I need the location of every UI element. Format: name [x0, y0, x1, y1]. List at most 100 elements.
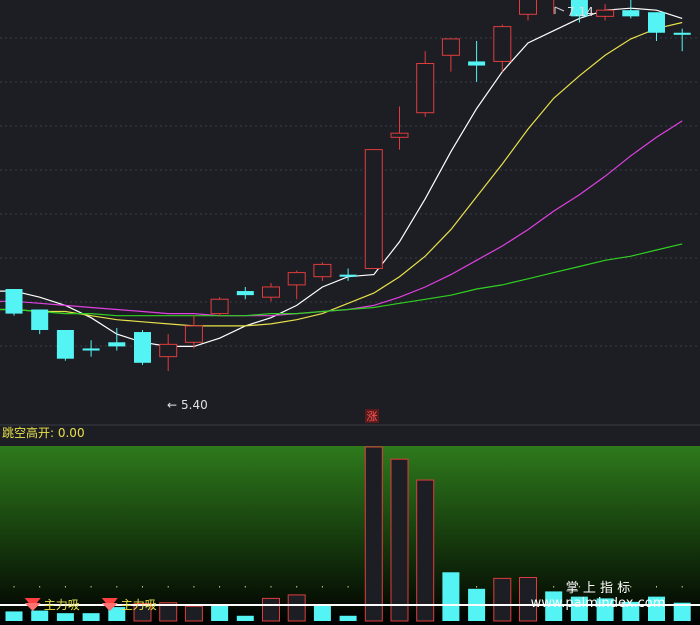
baseline-dot [681, 586, 683, 588]
candle-body-down [82, 348, 100, 351]
candle-body-up [210, 298, 229, 315]
baseline-dot [578, 586, 580, 588]
candle-body-down [31, 309, 49, 330]
candle-body-down [134, 332, 151, 363]
candle [159, 334, 178, 371]
baseline-dot [64, 586, 66, 588]
candle-body-down [622, 10, 640, 17]
candle [596, 4, 615, 21]
volume-bar-up [416, 479, 435, 622]
volume-bar-down [108, 607, 126, 621]
candle [210, 297, 229, 316]
volume-bar-down [442, 572, 460, 621]
candle-body-up [416, 63, 435, 114]
baseline-dot [167, 586, 169, 588]
candle [56, 330, 74, 361]
candle [673, 28, 691, 52]
high-price-label: 7.14 [567, 5, 594, 19]
volume-bar-up [159, 602, 178, 622]
limit-up-marker: 涨 [365, 409, 379, 423]
candlesticks [5, 0, 691, 371]
candle-body-up [159, 343, 178, 358]
ma-line-4 [0, 243, 683, 317]
volume-bar-down [313, 605, 331, 621]
watermark-url: www.palmindex.com [531, 596, 666, 611]
candle [468, 40, 486, 82]
volume-bar-down [236, 615, 254, 621]
baseline-dot [553, 586, 555, 588]
indicator-label: 跳空高开: 0.00 [2, 425, 85, 440]
candle-body-up [493, 26, 512, 62]
candle [5, 289, 23, 316]
gem-icon [24, 598, 41, 603]
low-arrow: ← [167, 398, 177, 412]
gem-icon-lower [24, 603, 41, 611]
candle-body-down [236, 291, 254, 296]
volume-panel-background [0, 446, 700, 625]
baseline-dot [296, 586, 298, 588]
baseline-dot [656, 586, 657, 588]
volume-bar-down [56, 613, 74, 621]
volume-bar-down [673, 602, 691, 621]
candle [339, 268, 357, 281]
signal-label: 主力吸 [121, 598, 157, 612]
volume-bar-up [493, 577, 512, 622]
gem-icon-lower [101, 603, 118, 611]
limit-up-text: 涨 [367, 410, 378, 423]
baseline-dot [90, 586, 92, 588]
baseline-dot [630, 586, 632, 588]
baseline-dot [39, 586, 41, 588]
volume-bar-up [390, 458, 409, 622]
candle-body-up [596, 9, 615, 17]
candle [134, 330, 151, 365]
volume-bar-down [211, 605, 229, 621]
high-arrow [554, 6, 565, 12]
baseline-dot [219, 586, 221, 588]
price-grid [0, 37, 700, 347]
limit-up-badge [365, 409, 379, 423]
volume-bar-down [570, 596, 588, 621]
candle-body-up [441, 38, 460, 56]
candle [648, 12, 665, 41]
baseline-dot [604, 586, 606, 588]
baseline-dot [244, 586, 246, 588]
gem-icon [101, 598, 118, 603]
candle-body-down [673, 32, 691, 35]
volume-bar-down [648, 596, 665, 621]
low-price-annotation: ← 5.40 [167, 398, 208, 412]
candle [390, 106, 409, 150]
candle-body-down [56, 330, 74, 359]
baseline-dot [142, 586, 143, 588]
candle [82, 340, 100, 357]
baseline-dot [13, 586, 15, 588]
candle [441, 38, 460, 72]
baseline-dot [321, 586, 323, 588]
candle [519, 0, 537, 21]
baseline-dot [270, 586, 272, 588]
ma-line-2 [0, 21, 683, 327]
volume-bar-up [262, 597, 280, 622]
candle [493, 24, 512, 72]
candle [553, 0, 555, 15]
low-price-label: 5.40 [181, 398, 208, 412]
candle [570, 0, 588, 23]
signal-marker: 主力吸 [101, 598, 157, 612]
volume-bar-down [545, 591, 563, 621]
candle [287, 270, 306, 300]
moving-average-lines [0, 7, 683, 347]
baseline-dot [476, 586, 478, 588]
candle [313, 262, 332, 281]
candle-body-up [364, 149, 383, 270]
candle-body-up [184, 325, 203, 343]
candle [184, 315, 203, 349]
volume-bar-down [622, 601, 640, 621]
candle [108, 327, 126, 351]
candle [364, 149, 383, 270]
baseline-dot [347, 586, 349, 588]
candle [31, 309, 49, 335]
watermark-title: 掌 上 指 标 [566, 581, 630, 596]
volume-bar-down [82, 613, 100, 621]
baseline-dot [116, 586, 118, 588]
candle-body-up [390, 132, 409, 138]
